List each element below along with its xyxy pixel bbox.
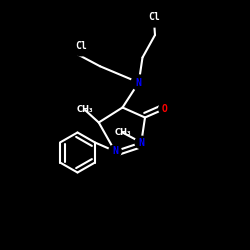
Text: Cl: Cl (76, 41, 87, 51)
Text: CH₃: CH₃ (77, 106, 93, 114)
Text: N: N (136, 78, 142, 88)
Circle shape (131, 75, 146, 90)
Circle shape (144, 8, 163, 27)
Circle shape (72, 37, 91, 56)
Circle shape (135, 136, 147, 149)
Text: Cl: Cl (148, 12, 160, 22)
Circle shape (159, 102, 171, 115)
Text: O: O (162, 104, 168, 114)
Text: N: N (112, 146, 118, 156)
Circle shape (109, 145, 121, 158)
Text: CH₃: CH₃ (114, 128, 131, 137)
Text: N: N (138, 138, 144, 147)
